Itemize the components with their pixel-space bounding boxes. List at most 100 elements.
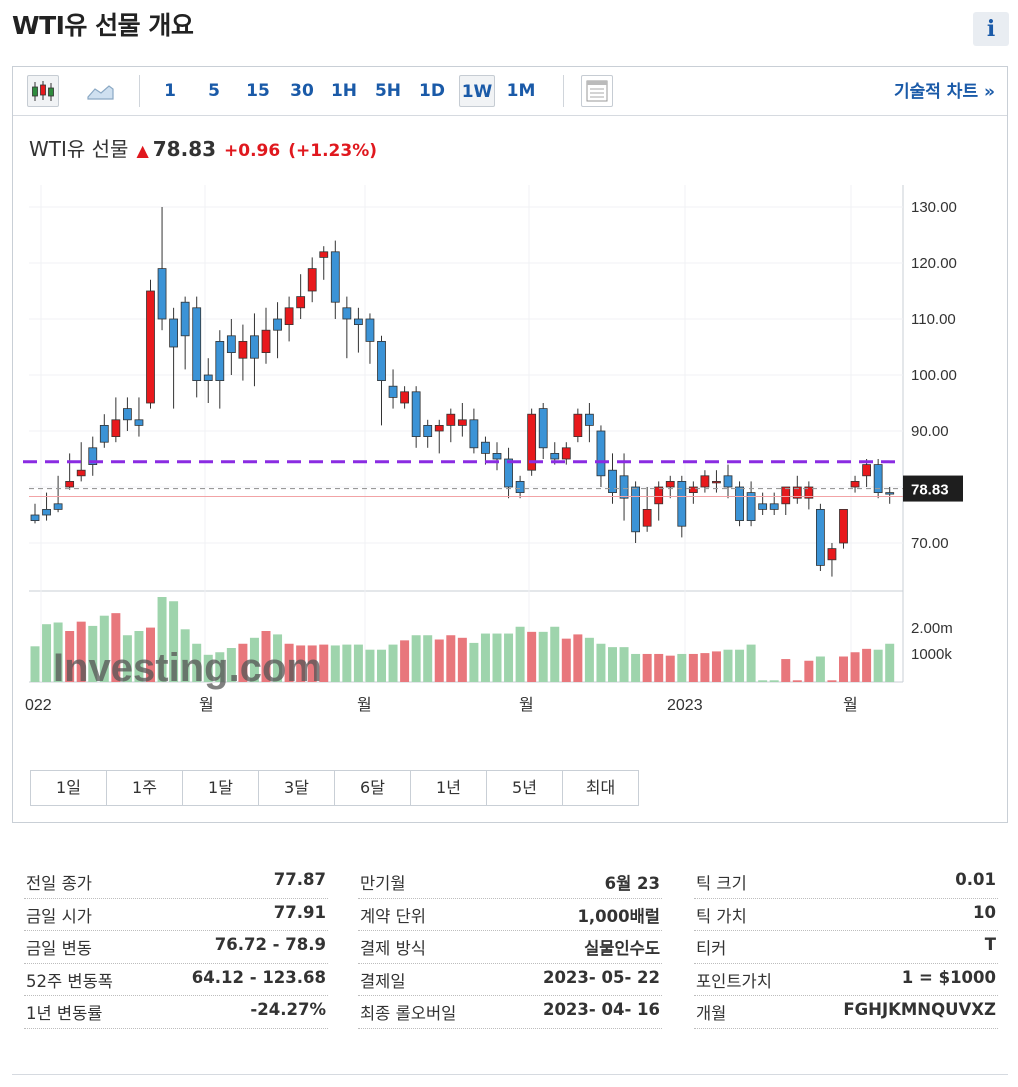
price-tick-label: 120.00 [911,255,957,272]
technical-chart-link[interactable]: 기술적 차트 » [893,82,995,102]
candle-body [99,424,109,443]
range-1y-button[interactable]: 1년 [410,770,487,806]
interval-1m[interactable]: 1M [506,81,536,101]
stat-row: 계약 단위 1,000배럴 [358,899,662,931]
price-tick-label: 100.00 [911,367,957,384]
interval-5h[interactable]: 5H [374,81,402,101]
volume-bar [700,653,710,682]
range-6m-button[interactable]: 6달 [334,770,411,806]
volume-bar [608,647,617,682]
stat-value: 77.87 [273,870,326,889]
candle-body [192,307,202,382]
volume-bar [804,660,814,682]
stat-row: 1년 변동률 -24.27% [24,996,328,1029]
range-3m-button[interactable]: 3달 [258,770,335,806]
candle-body [146,290,155,404]
volume-bar [353,644,363,682]
volume-bar [423,635,433,682]
candlestick-icon[interactable] [27,75,59,107]
price-change: +0.96 [224,141,281,161]
info-icon[interactable]: i [973,12,1009,46]
volume-bar [192,643,202,682]
stat-label: 금일 시가 [26,906,92,926]
interval-5[interactable]: 5 [208,81,220,101]
volume-bar [723,649,733,682]
volume-bar [434,639,444,682]
interval-1d[interactable]: 1D [419,81,445,101]
price-tick-label: 70.00 [911,535,949,552]
price-tick-label: 130.00 [911,199,957,216]
candle-body [377,340,386,381]
stat-value: 1 = $1000 [901,967,996,987]
volume-bar [226,648,236,682]
table-view-icon[interactable] [581,75,613,107]
candle-body [250,335,259,359]
interval-1w[interactable]: 1W [459,75,495,107]
volume-bar [504,633,514,682]
range-5y-button[interactable]: 5년 [486,770,563,806]
chart-widget: 1 5 15 30 1H 5H 1D 1W 1M 기술적 차트 » WTI유 선… [12,66,1008,823]
candle-body [400,391,410,404]
range-1d-button[interactable]: 1일 [30,770,107,806]
volume-bar [815,656,825,682]
candle-body [781,486,791,505]
volume-bar [642,653,652,682]
range-max-button[interactable]: 최대 [562,770,639,806]
volume-bar [76,621,86,682]
interval-1h[interactable]: 1H [330,81,358,101]
candle-body [746,492,756,522]
interval-15[interactable]: 15 [246,81,270,101]
volume-bar [157,597,167,682]
candle-body [700,475,710,488]
volume-bar [261,631,271,682]
interval-1[interactable]: 1 [164,81,176,101]
volume-bar [862,648,872,682]
candle-body [411,391,421,437]
interval-30[interactable]: 30 [290,81,314,101]
volume-bar [550,626,560,682]
candle-body [30,514,40,521]
volume-bar [584,637,594,682]
x-axis-label: 월 [357,696,372,714]
up-arrow-icon: ▲ [136,141,149,160]
candle-body [481,441,490,454]
volume-bar [296,645,306,682]
volume-bar [827,680,837,682]
stat-value: -24.27% [250,1000,326,1019]
volume-bar [839,656,848,682]
candle-body [342,307,352,320]
volume-bar [307,645,317,682]
candle-body [573,413,583,438]
volume-bar [515,626,525,682]
candle-body [307,268,317,292]
page-title: WTI유 선물 개요 [12,11,194,40]
volume-bar [538,631,548,682]
candle-body [330,251,340,303]
volume-bar [677,653,687,682]
area-chart-icon[interactable] [85,75,117,107]
volume-bar [561,638,571,682]
candle-body [885,492,895,495]
volume-tick-label: 1000k [911,646,952,663]
x-axis-label: 월 [843,696,858,714]
candle-body [515,480,525,493]
volume-bar [30,646,40,682]
volume-bar [377,649,386,682]
stats-column-2: 만기월 6월 23 계약 단위 1,000배럴 결제 방식 실물인수도 결제일 2023… [358,866,662,1029]
volume-bar [249,637,259,682]
stat-row: 틱 가치 10 [694,899,998,931]
candle-body [296,296,306,309]
last-price-badge-label: 78.83 [911,482,949,499]
candle-body [457,419,467,426]
range-1m-button[interactable]: 1달 [182,770,259,806]
candle-body [157,268,167,320]
price-change-percent: (+1.23%) [288,141,377,161]
volume-bar [319,644,329,682]
x-axis-label: 2023 [667,697,703,714]
stat-row: 개월 FGHJKMNQUVXZ [694,996,998,1029]
volume-bar [111,613,121,682]
range-1w-button[interactable]: 1주 [106,770,183,806]
volume-bar [781,659,791,682]
price-chart[interactable]: Investing.com 130.00 120.00 110.00 100.00 90… [13,67,1007,767]
stat-row: 52주 변동폭 64.12 - 123.68 [24,964,328,996]
